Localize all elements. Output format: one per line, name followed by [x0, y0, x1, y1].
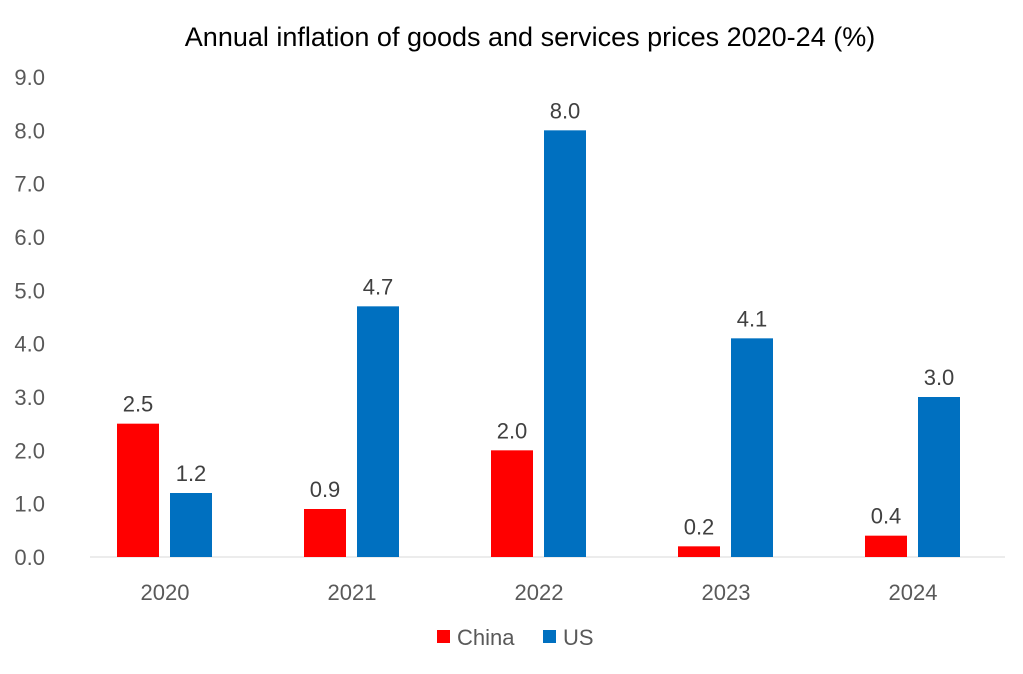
y-tick-label: 8.0	[14, 118, 45, 143]
data-label: 2.0	[497, 418, 528, 443]
bar-us-2024	[918, 397, 960, 557]
y-tick-label: 6.0	[14, 225, 45, 250]
bar-us-2022	[544, 130, 586, 558]
bar-china-2022	[491, 450, 533, 557]
y-tick-label: 9.0	[14, 65, 45, 90]
y-axis: 0.0 1.0 2.0 3.0 4.0 5.0 6.0 7.0 8.0 9.0	[14, 65, 45, 570]
bar-us-2021	[357, 306, 399, 557]
bar-us-2020	[170, 493, 212, 557]
bars: 2.5 1.2 0.9 4.7 2.0 8.0 0.2 4.1 0.4 3.0	[117, 98, 960, 558]
data-label: 3.0	[924, 365, 955, 390]
data-label: 0.9	[310, 477, 341, 502]
legend: China US	[437, 625, 594, 650]
y-tick-label: 0.0	[14, 545, 45, 570]
data-label: 0.2	[684, 514, 715, 539]
y-tick-label: 4.0	[14, 332, 45, 357]
legend-label-china: China	[457, 625, 515, 650]
y-tick-label: 3.0	[14, 385, 45, 410]
data-label: 8.0	[550, 98, 581, 123]
x-axis: 2020 2021 2022 2023 2024	[141, 580, 938, 605]
chart-title: Annual inflation of goods and services p…	[185, 22, 875, 52]
x-tick-label: 2021	[328, 580, 377, 605]
bar-china-2024	[865, 535, 907, 557]
y-tick-label: 1.0	[14, 492, 45, 517]
data-label: 4.1	[737, 306, 768, 331]
x-tick-label: 2024	[889, 580, 938, 605]
bar-china-2023	[678, 546, 720, 557]
legend-label-us: US	[563, 625, 594, 650]
y-tick-label: 5.0	[14, 278, 45, 303]
legend-swatch-china	[437, 630, 450, 643]
data-label: 2.5	[123, 392, 154, 417]
y-tick-label: 2.0	[14, 438, 45, 463]
y-tick-label: 7.0	[14, 172, 45, 197]
x-tick-label: 2022	[515, 580, 564, 605]
x-tick-label: 2023	[702, 580, 751, 605]
x-tick-label: 2020	[141, 580, 190, 605]
bar-china-2020	[117, 423, 159, 557]
bar-us-2023	[731, 338, 773, 557]
legend-swatch-us	[543, 630, 556, 643]
data-label: 4.7	[363, 274, 394, 299]
data-label: 1.2	[176, 461, 207, 486]
data-label: 0.4	[871, 504, 902, 529]
bar-china-2021	[304, 509, 346, 557]
